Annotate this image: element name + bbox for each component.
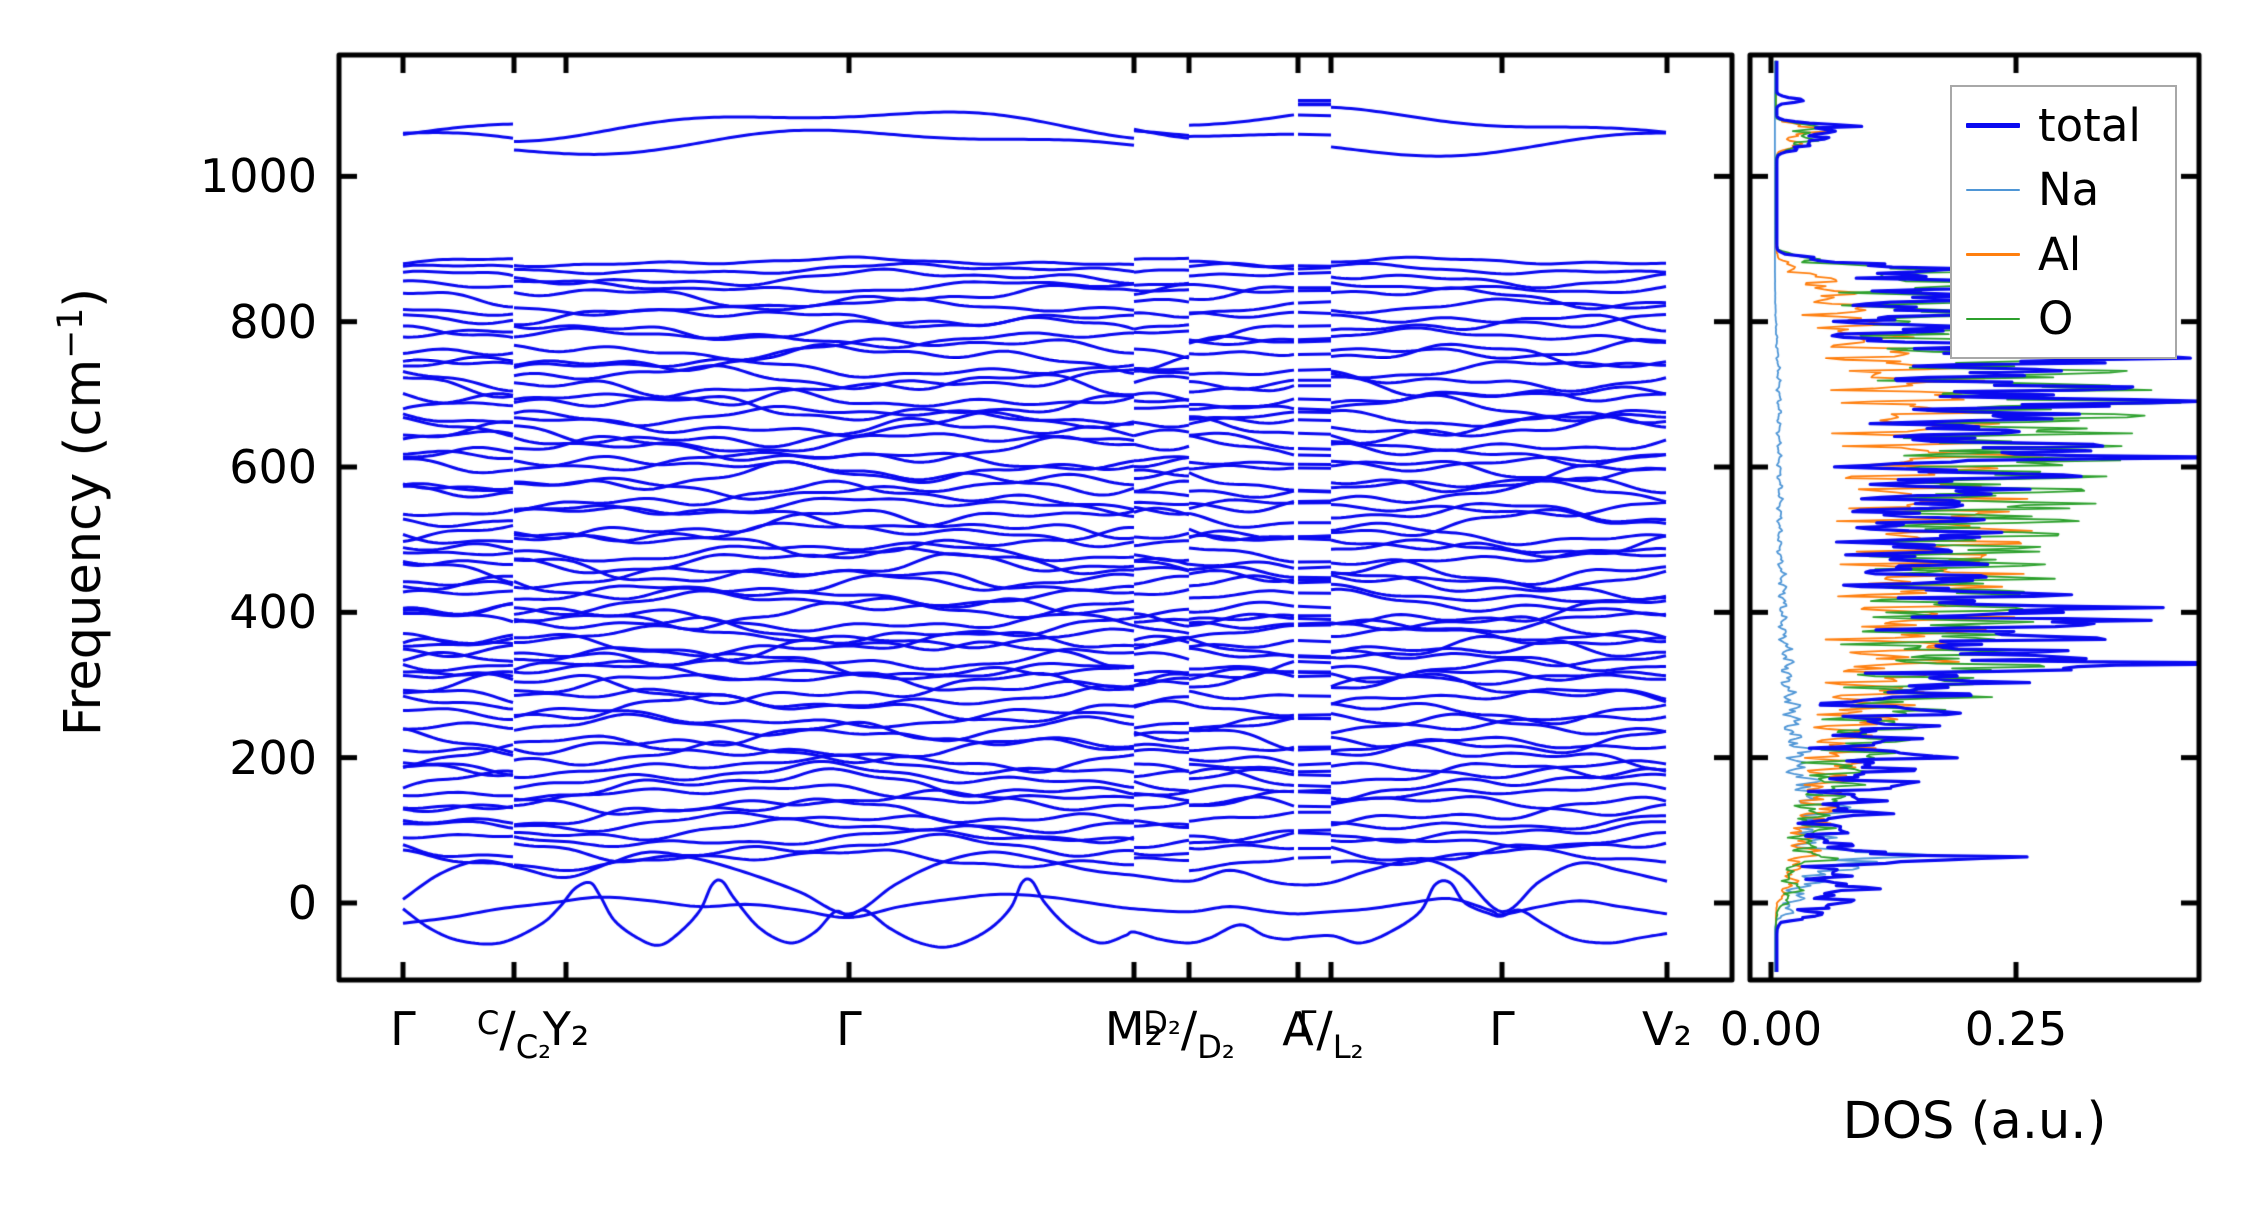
frequency-axis-label-sup: −1 <box>51 307 91 359</box>
legend-line-sample <box>1966 188 2020 191</box>
band-x-tick-label: V₂ <box>1642 1002 1692 1056</box>
freq-y-tick-label: 200 <box>229 730 317 785</box>
tick-label-numerator: Γ <box>1298 1003 1317 1042</box>
band-x-tick-label: Y₂ <box>542 1002 590 1056</box>
frequency-axis-label: Frequency (cm−1) <box>51 288 113 736</box>
band-x-tick-label: M₂ <box>1104 1002 1164 1056</box>
tick-label-slash: / <box>1180 1002 1198 1058</box>
band-x-tick-label: Γ <box>1489 1002 1515 1056</box>
band-x-tick-label: D₂/D₂ <box>1143 1003 1235 1063</box>
legend-label: Al <box>2038 227 2082 281</box>
legend-label: Na <box>2038 163 2100 217</box>
band-x-tick-label: Γ/L₂ <box>1298 1003 1363 1063</box>
tick-label-numerator: D₂ <box>1143 1003 1181 1042</box>
legend-entry-total: total <box>1966 103 2165 148</box>
legend-line-sample <box>1966 253 2020 256</box>
frequency-axis-label-text: Frequency (cm <box>54 358 113 737</box>
legend-label: total <box>2038 98 2141 152</box>
band-x-tick-label: Γ <box>836 1002 862 1056</box>
freq-y-tick-label: 1000 <box>199 149 317 204</box>
band-x-tick-label: Γ <box>390 1002 416 1056</box>
legend-label: O <box>2038 292 2074 346</box>
tick-label-numerator: C <box>476 1003 500 1042</box>
freq-y-tick-label: 600 <box>229 439 317 494</box>
frequency-axis-label-tail: ) <box>54 287 113 308</box>
freq-y-tick-label: 0 <box>287 875 317 930</box>
tick-label-slash: / <box>1316 1002 1333 1058</box>
tick-label-denominator: D₂ <box>1197 1028 1235 1067</box>
freq-y-tick-label: 400 <box>229 585 317 640</box>
band-x-tick-label: A <box>1282 1002 1314 1056</box>
legend-entry-Al: Al <box>1966 232 2165 277</box>
legend-entry-O: O <box>1966 296 2165 341</box>
legend-line-sample <box>1966 122 2020 128</box>
legend: total Na Al O <box>1950 85 2177 359</box>
legend-entry-Na: Na <box>1966 167 2165 212</box>
dos-axis-label: DOS (a.u.) <box>1842 1092 2107 1151</box>
band-x-tick-label: C/C₂ <box>476 1003 551 1063</box>
dos-x-tick-label: 0.25 <box>1964 1002 2068 1056</box>
tick-label-slash: / <box>499 1002 516 1058</box>
legend-line-sample <box>1966 317 2020 320</box>
dos-x-tick-label: 0.00 <box>1719 1002 1823 1056</box>
freq-y-tick-label: 800 <box>229 294 317 349</box>
tick-label-denominator: C₂ <box>515 1028 552 1067</box>
tick-label-denominator: L₂ <box>1332 1028 1364 1067</box>
